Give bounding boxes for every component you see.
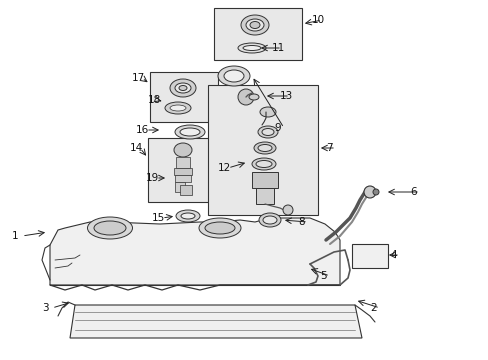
Text: 18: 18 (148, 95, 161, 105)
Ellipse shape (179, 85, 186, 90)
Ellipse shape (258, 126, 278, 138)
Bar (256, 188, 273, 204)
Ellipse shape (248, 94, 259, 100)
Text: 7: 7 (325, 143, 332, 153)
Circle shape (363, 186, 375, 198)
Text: 1: 1 (12, 231, 19, 241)
Ellipse shape (241, 15, 268, 35)
Text: 8: 8 (297, 217, 304, 227)
Ellipse shape (170, 79, 196, 97)
Ellipse shape (218, 66, 249, 86)
Ellipse shape (243, 45, 261, 50)
Ellipse shape (258, 144, 271, 152)
Bar (251, 172, 278, 188)
Text: 10: 10 (311, 15, 325, 25)
Ellipse shape (87, 217, 132, 239)
Ellipse shape (245, 19, 264, 31)
Ellipse shape (262, 129, 273, 135)
Text: 6: 6 (409, 187, 416, 197)
Text: 4: 4 (389, 250, 396, 260)
Ellipse shape (176, 210, 200, 222)
Text: 15: 15 (152, 213, 165, 223)
Bar (175, 182, 184, 192)
Polygon shape (70, 305, 361, 338)
Text: 17: 17 (132, 73, 145, 83)
Text: 5: 5 (319, 271, 326, 281)
Text: 14: 14 (130, 143, 143, 153)
Circle shape (238, 89, 253, 105)
Bar (150, 72, 218, 122)
Text: 16: 16 (136, 125, 149, 135)
Circle shape (372, 189, 378, 195)
Polygon shape (50, 218, 339, 285)
Text: 13: 13 (280, 91, 293, 101)
Ellipse shape (238, 43, 265, 53)
Ellipse shape (251, 158, 275, 170)
Ellipse shape (249, 22, 260, 28)
Ellipse shape (175, 125, 204, 139)
Ellipse shape (181, 213, 195, 219)
Bar (207, 85, 317, 215)
Ellipse shape (175, 83, 191, 93)
Bar (176, 157, 190, 168)
Text: 3: 3 (42, 303, 48, 313)
Circle shape (283, 205, 292, 215)
Text: 12: 12 (218, 163, 231, 173)
Bar (351, 244, 387, 268)
Bar (175, 175, 191, 182)
Ellipse shape (174, 143, 192, 157)
Text: 11: 11 (271, 43, 285, 53)
Ellipse shape (224, 70, 244, 82)
Ellipse shape (253, 142, 275, 154)
Ellipse shape (170, 105, 185, 111)
Ellipse shape (204, 222, 235, 234)
Ellipse shape (259, 213, 281, 227)
Text: 9: 9 (273, 123, 280, 133)
Text: 2: 2 (369, 303, 376, 313)
Ellipse shape (180, 128, 200, 136)
Bar (148, 138, 218, 202)
Text: 19: 19 (146, 173, 159, 183)
Ellipse shape (199, 218, 241, 238)
Bar (174, 168, 192, 175)
Ellipse shape (164, 102, 191, 114)
Ellipse shape (94, 221, 126, 235)
Ellipse shape (256, 161, 271, 167)
Bar (214, 8, 302, 60)
Ellipse shape (260, 107, 275, 117)
Ellipse shape (263, 216, 276, 224)
Bar (180, 185, 192, 195)
